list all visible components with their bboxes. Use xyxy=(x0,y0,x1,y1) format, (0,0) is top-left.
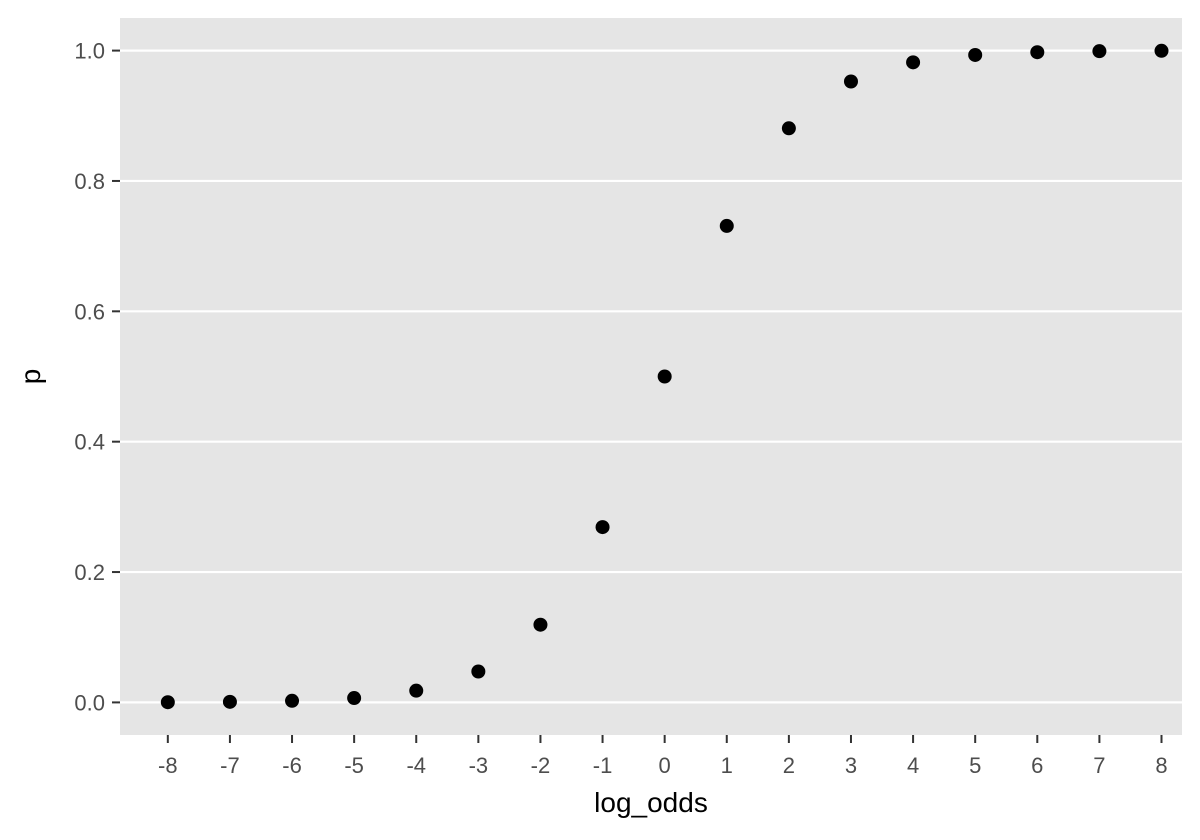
x-tick-label: 2 xyxy=(783,753,795,778)
grid-lines xyxy=(120,49,1182,704)
y-tick-label: 0.2 xyxy=(74,560,105,585)
data-point xyxy=(409,683,424,698)
x-tick-label: -2 xyxy=(531,753,551,778)
y-tick-label: 0.6 xyxy=(74,299,105,324)
x-tick-label: 1 xyxy=(721,753,733,778)
data-point xyxy=(285,693,300,708)
y-tick-label: 0.0 xyxy=(74,690,105,715)
x-tick-label: 0 xyxy=(659,753,671,778)
y-axis: 0.0 0.2 0.4 0.6 0.8 1.0 xyxy=(74,39,120,715)
x-tick-label: -7 xyxy=(220,753,240,778)
x-tick-label: -8 xyxy=(158,753,178,778)
x-tick-label: 5 xyxy=(969,753,981,778)
data-point xyxy=(781,121,796,136)
x-tick-label: -5 xyxy=(344,753,364,778)
x-axis: -8 -7 -6 -5 -4 -3 -2 -1 0 1 2 3 4 5 6 7 8 xyxy=(158,735,1168,778)
data-point xyxy=(719,218,734,233)
data-point xyxy=(222,694,237,709)
data-point xyxy=(906,55,921,70)
x-tick-label: 8 xyxy=(1155,753,1167,778)
data-point xyxy=(595,520,610,535)
y-tick-label: 0.8 xyxy=(74,169,105,194)
x-tick-label: -4 xyxy=(406,753,426,778)
x-axis-title: log_odds xyxy=(594,787,708,818)
plot-panel xyxy=(120,18,1182,735)
data-point xyxy=(843,74,858,89)
data-point xyxy=(1092,44,1107,59)
x-tick-label: -6 xyxy=(282,753,302,778)
data-point xyxy=(347,691,362,706)
data-point xyxy=(1154,43,1169,58)
y-tick-label: 1.0 xyxy=(74,39,105,64)
x-tick-label: 4 xyxy=(907,753,919,778)
data-point xyxy=(1030,45,1045,60)
x-tick-label: 3 xyxy=(845,753,857,778)
data-point xyxy=(471,664,486,679)
data-point xyxy=(160,695,175,710)
x-tick-label: -3 xyxy=(469,753,489,778)
data-point xyxy=(533,617,548,632)
data-points xyxy=(160,43,1169,710)
y-axis-title: p xyxy=(15,369,46,385)
data-point xyxy=(657,369,672,384)
x-tick-label: 6 xyxy=(1031,753,1043,778)
x-tick-label: -1 xyxy=(593,753,613,778)
x-tick-label: 7 xyxy=(1093,753,1105,778)
data-point xyxy=(968,47,983,62)
y-tick-label: 0.4 xyxy=(74,430,105,455)
